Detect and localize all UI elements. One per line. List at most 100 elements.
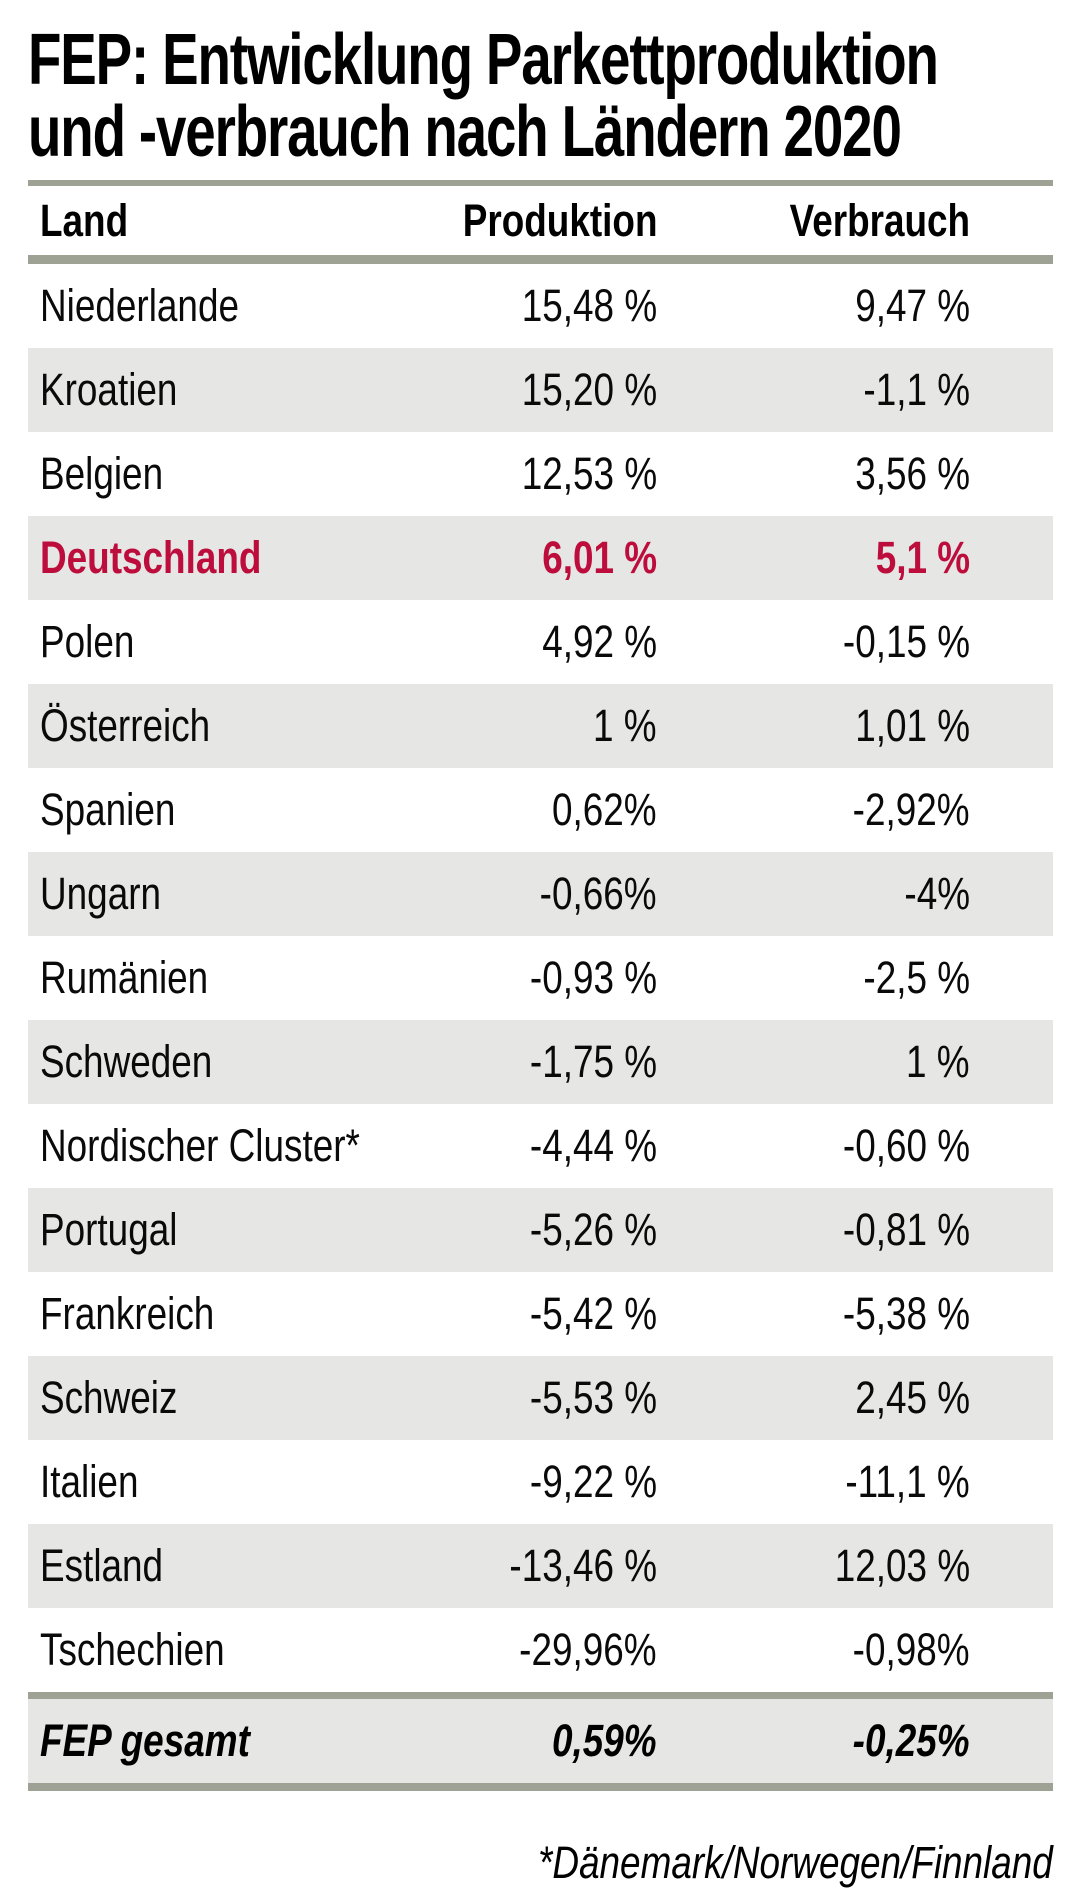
verbrauch-value: -0,15 % — [842, 616, 970, 667]
table-row: Niederlande 15,48 % 9,47 % — [28, 260, 1053, 349]
total-verbrauch-cell: -0,25% — [711, 1692, 1053, 1791]
table-row: Frankreich -5,42 % -5,38 % — [28, 1272, 1053, 1356]
column-header-verbrauch-label: Verbrauch — [789, 194, 970, 246]
verbrauch-cell: -0,60 % — [711, 1104, 1053, 1188]
verbrauch-cell: -5,38 % — [711, 1272, 1053, 1356]
total-produktion-cell: 0,59% — [368, 1692, 711, 1791]
verbrauch-value: 3,56 % — [855, 448, 970, 499]
produktion-cell: -0,66% — [368, 852, 711, 936]
verbrauch-value: -0,60 % — [842, 1120, 970, 1171]
land-label: Kroatien — [40, 364, 178, 415]
table-row: Schweiz -5,53 % 2,45 % — [28, 1356, 1053, 1440]
page-title-line1: FEP: Entwicklung Parkettproduktion — [28, 20, 939, 100]
produktion-cell: 12,53 % — [368, 432, 711, 516]
verbrauch-value: 9,47 % — [855, 280, 970, 331]
produktion-value: 15,20 % — [521, 364, 657, 415]
verbrauch-cell: 1 % — [711, 1020, 1053, 1104]
produktion-value: -9,22 % — [529, 1456, 657, 1507]
verbrauch-value: -2,5 % — [863, 952, 970, 1003]
produktion-cell: -4,44 % — [368, 1104, 711, 1188]
footnote-text: *Dänemark/Norwegen/Finnland — [538, 1837, 1053, 1888]
table-row: Österreich 1 % 1,01 % — [28, 684, 1053, 768]
title-divider — [28, 180, 1053, 186]
produktion-value: 15,48 % — [521, 280, 657, 331]
land-label: Schweden — [40, 1036, 213, 1087]
table-row: Italien -9,22 % -11,1 % — [28, 1440, 1053, 1524]
verbrauch-cell: -0,15 % — [711, 600, 1053, 684]
produktion-value: 0,62% — [552, 784, 657, 835]
verbrauch-value: -1,1 % — [863, 364, 970, 415]
land-label: Spanien — [40, 784, 176, 835]
table-row: Tschechien -29,96% -0,98% — [28, 1608, 1053, 1696]
land-cell: Schweiz — [28, 1356, 368, 1440]
produktion-cell: 15,20 % — [368, 348, 711, 432]
table-footer: FEP gesamt 0,59% -0,25% — [28, 1692, 1053, 1791]
footnote: *Dänemark/Norwegen/Finnland — [28, 1837, 1053, 1889]
land-label: Frankreich — [40, 1288, 215, 1339]
total-produktion-value: 0,59% — [552, 1715, 657, 1766]
verbrauch-cell: -0,81 % — [711, 1188, 1053, 1272]
verbrauch-value: -2,92% — [853, 784, 970, 835]
verbrauch-cell: -2,92% — [711, 768, 1053, 852]
produktion-value: 6,01 % — [542, 532, 657, 583]
total-land-label: FEP gesamt — [40, 1715, 250, 1766]
verbrauch-value: -11,1 % — [845, 1456, 970, 1507]
verbrauch-cell: 3,56 % — [711, 432, 1053, 516]
land-cell: Frankreich — [28, 1272, 368, 1356]
verbrauch-value: -0,98% — [853, 1624, 970, 1675]
verbrauch-value: 1 % — [906, 1036, 970, 1087]
produktion-cell: 15,48 % — [368, 260, 711, 349]
land-cell: Polen — [28, 600, 368, 684]
table-row: Schweden -1,75 % 1 % — [28, 1020, 1053, 1104]
total-row: FEP gesamt 0,59% -0,25% — [28, 1692, 1053, 1791]
produktion-cell: -29,96% — [368, 1608, 711, 1696]
column-header-produktion: Produktion — [368, 186, 711, 264]
produktion-value: -13,46 % — [509, 1540, 657, 1591]
table-row: Estland -13,46 % 12,03 % — [28, 1524, 1053, 1608]
land-cell: Deutschland — [28, 516, 368, 600]
verbrauch-cell: -0,98% — [711, 1608, 1053, 1696]
verbrauch-cell: -2,5 % — [711, 936, 1053, 1020]
land-cell: Nordischer Cluster* — [28, 1104, 368, 1188]
table-row: Deutschland 6,01 % 5,1 % — [28, 516, 1053, 600]
column-header-land: Land — [28, 186, 368, 264]
verbrauch-value: -5,38 % — [842, 1288, 970, 1339]
verbrauch-cell: 5,1 % — [711, 516, 1053, 600]
produktion-cell: -1,75 % — [368, 1020, 711, 1104]
produktion-cell: 1 % — [368, 684, 711, 768]
land-cell: Spanien — [28, 768, 368, 852]
land-cell: Österreich — [28, 684, 368, 768]
land-label: Österreich — [40, 700, 211, 751]
land-label: Nordischer Cluster* — [40, 1120, 360, 1171]
table-row: Nordischer Cluster* -4,44 % -0,60 % — [28, 1104, 1053, 1188]
table-row: Portugal -5,26 % -0,81 % — [28, 1188, 1053, 1272]
produktion-value: -1,75 % — [529, 1036, 657, 1087]
land-label: Rumänien — [40, 952, 209, 1003]
column-header-produktion-label: Produktion — [462, 194, 657, 246]
table-body: Niederlande 15,48 % 9,47 % Kroatien 15,2… — [28, 260, 1053, 1696]
land-cell: Tschechien — [28, 1608, 368, 1696]
land-cell: Belgien — [28, 432, 368, 516]
verbrauch-value: 12,03 % — [834, 1540, 970, 1591]
produktion-value: -5,42 % — [529, 1288, 657, 1339]
header-row: Land Produktion Verbrauch — [28, 186, 1053, 264]
produktion-cell: 6,01 % — [368, 516, 711, 600]
produktion-cell: -9,22 % — [368, 1440, 711, 1524]
land-cell: Italien — [28, 1440, 368, 1524]
verbrauch-cell: -11,1 % — [711, 1440, 1053, 1524]
land-cell: Ungarn — [28, 852, 368, 936]
land-label: Ungarn — [40, 868, 162, 919]
produktion-value: -5,26 % — [529, 1204, 657, 1255]
land-label: Tschechien — [40, 1624, 225, 1675]
land-cell: Kroatien — [28, 348, 368, 432]
produktion-cell: -5,53 % — [368, 1356, 711, 1440]
land-label: Niederlande — [40, 280, 239, 331]
land-label: Belgien — [40, 448, 164, 499]
page-title: FEP: Entwicklung Parkettproduktion und -… — [28, 16, 1053, 168]
verbrauch-cell: 12,03 % — [711, 1524, 1053, 1608]
produktion-cell: 0,62% — [368, 768, 711, 852]
verbrauch-cell: -1,1 % — [711, 348, 1053, 432]
produktion-value: -0,66% — [540, 868, 657, 919]
produktion-cell: -5,26 % — [368, 1188, 711, 1272]
